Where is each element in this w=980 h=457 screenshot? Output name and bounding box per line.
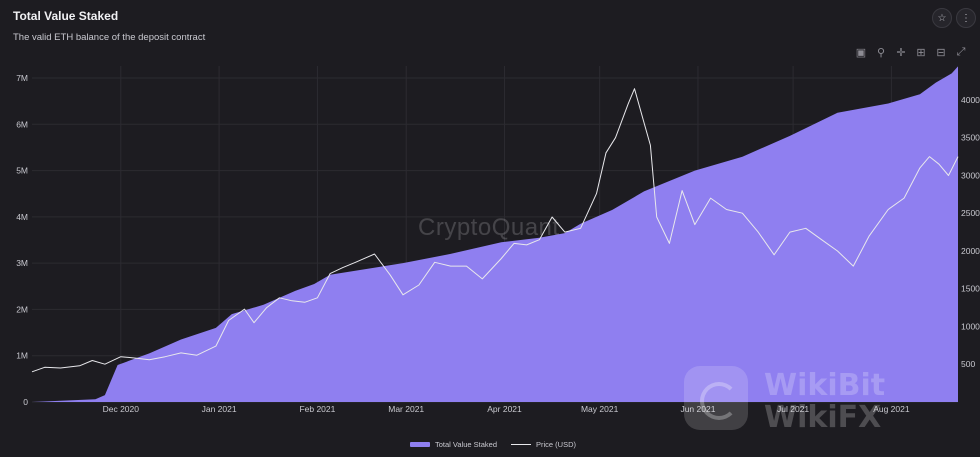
legend-swatch-line: [511, 443, 531, 446]
y-left-tick-label: 0: [23, 397, 28, 407]
chart-legend: Total Value Staked Price (USD): [410, 440, 576, 449]
y-left-tick-label: 3M: [16, 258, 28, 268]
x-tick-label: Jul 2021: [777, 404, 809, 414]
legend-label-staked: Total Value Staked: [435, 440, 497, 449]
more-vertical-icon[interactable]: ⋮: [956, 8, 976, 28]
y-left-tick-label: 6M: [16, 119, 28, 129]
series-total-value-staked[interactable]: [32, 66, 958, 403]
wikibit-text: WikiBit: [764, 368, 886, 403]
y-right-tick-label: 1500: [961, 284, 980, 294]
x-tick-label: Jan 2021: [202, 404, 237, 414]
star-icon[interactable]: ☆: [932, 8, 952, 28]
x-tick-label: Feb 2021: [299, 404, 335, 414]
y-right-tick-label: 500: [961, 359, 975, 369]
zoom-in-icon[interactable]: ⊞: [916, 46, 926, 59]
y-right-tick-label: 2000: [961, 246, 980, 256]
y-left-tick-label: 2M: [16, 304, 28, 314]
pan-icon[interactable]: ✛: [896, 46, 906, 59]
legend-item-price[interactable]: Price (USD): [511, 440, 576, 449]
cryptoquant-watermark: CryptoQuant: [418, 214, 560, 241]
chart-subtitle: The valid ETH balance of the deposit con…: [13, 32, 206, 43]
y-right-tick-label: 2500: [961, 208, 980, 218]
y-left-tick-label: 1M: [16, 351, 28, 361]
legend-label-price: Price (USD): [536, 440, 577, 449]
autoscale-icon[interactable]: ⤢: [956, 45, 966, 58]
wikibit-logo: [684, 366, 748, 430]
y-right-tick-label: 1000: [961, 321, 980, 331]
wikibit-overlay: WikiBit WikiFX: [684, 366, 964, 438]
y-right-tick-label: 3000: [961, 170, 980, 180]
x-tick-label: Aug 2021: [873, 404, 910, 414]
legend-item-staked[interactable]: Total Value Staked: [410, 440, 497, 449]
chart-axes: 0 1M 2M 3M 4M 5M 6M 7M 500 1000 1500 2000 2500 3000 35…: [16, 73, 980, 414]
zoom-icon[interactable]: ⚲: [876, 46, 886, 59]
x-tick-label: Dec 2020: [103, 404, 140, 414]
chart-title: Total Value Staked: [13, 9, 119, 23]
price-line-layer: [31, 88, 959, 373]
series-price-usd[interactable]: [31, 88, 959, 373]
y-right-tick-label: 3500: [961, 133, 980, 143]
zoom-out-icon[interactable]: ⊟: [936, 46, 946, 59]
y-left-tick-label: 5M: [16, 166, 28, 176]
staked-area-layer: [32, 66, 958, 403]
camera-icon[interactable]: ▣: [855, 46, 867, 59]
x-tick-label: Mar 2021: [388, 404, 424, 414]
y-left-tick-label: 7M: [16, 73, 28, 83]
wikifx-text: WikiFX: [764, 400, 882, 435]
x-tick-label: Jun 2021: [680, 404, 715, 414]
x-tick-label: Apr 2021: [487, 404, 522, 414]
chart-modebar: ▣ ⚲ ✛ ⊞ ⊟ ⤢: [854, 45, 968, 59]
legend-swatch-area: [410, 442, 430, 447]
y-left-tick-label: 4M: [16, 212, 28, 222]
y-right-tick-label: 4000: [961, 95, 980, 105]
x-tick-label: May 2021: [581, 404, 619, 414]
